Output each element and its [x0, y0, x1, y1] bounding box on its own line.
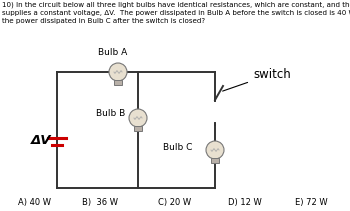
Circle shape	[109, 63, 127, 81]
Text: C) 20 W: C) 20 W	[158, 198, 191, 207]
Text: B)  36 W: B) 36 W	[82, 198, 118, 207]
Text: Bulb C: Bulb C	[163, 142, 193, 151]
Text: Bulb B: Bulb B	[96, 108, 125, 118]
Text: E) 72 W: E) 72 W	[295, 198, 328, 207]
Text: 10) In the circuit below all three light bulbs have identical resistances, which: 10) In the circuit below all three light…	[2, 2, 350, 8]
FancyBboxPatch shape	[211, 158, 219, 163]
Text: supplies a constant voltage, ΔV.  The power dissipated in Bulb A before the swit: supplies a constant voltage, ΔV. The pow…	[2, 10, 350, 16]
Text: the power dissipated in Bulb C after the switch is closed?: the power dissipated in Bulb C after the…	[2, 18, 205, 24]
Text: ΔV: ΔV	[31, 134, 51, 147]
Text: switch: switch	[223, 68, 291, 91]
Text: A) 40 W: A) 40 W	[18, 198, 51, 207]
FancyBboxPatch shape	[134, 126, 142, 131]
Text: D) 12 W: D) 12 W	[228, 198, 262, 207]
FancyBboxPatch shape	[114, 80, 122, 85]
Circle shape	[206, 141, 224, 159]
Circle shape	[129, 109, 147, 127]
Text: Bulb A: Bulb A	[98, 48, 127, 57]
